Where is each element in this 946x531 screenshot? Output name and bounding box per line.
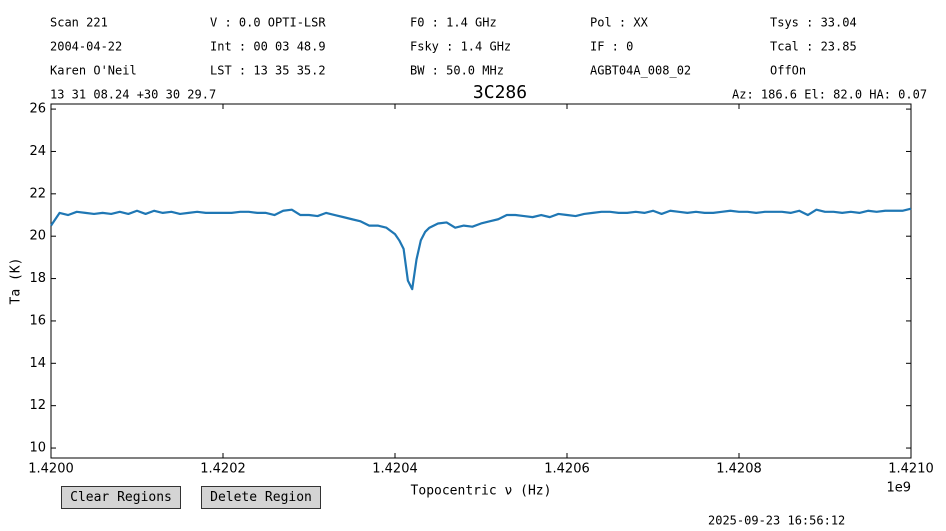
x-tick-label: 1.4204 — [372, 462, 418, 477]
timestamp: 2025-09-23 16:56:12 — [708, 514, 845, 528]
header-field: Scan 221 — [50, 16, 108, 30]
header-field: OffOn — [770, 64, 806, 78]
clear-regions-button[interactable]: Clear Regions — [61, 486, 181, 509]
x-tick-label: 1.4200 — [28, 462, 74, 477]
y-tick-label: 26 — [29, 102, 46, 117]
header-field: Pol : XX — [590, 16, 649, 30]
y-tick-label: 22 — [29, 186, 46, 201]
y-tick-label: 10 — [29, 441, 46, 456]
chart-title: 3C286 — [473, 82, 527, 103]
source-position: 13 31 08.24 +30 30 29.7 — [50, 88, 216, 102]
x-tick-label: 1.4208 — [716, 462, 762, 477]
y-tick-label: 24 — [29, 144, 46, 159]
x-tick-label: 1.4210 — [888, 462, 934, 477]
header-field: BW : 50.0 MHz — [410, 64, 504, 78]
y-tick-label: 14 — [29, 356, 46, 371]
x-tick-label: 1.4202 — [200, 462, 246, 477]
header-field: Karen O'Neil — [50, 64, 137, 78]
header-field: 2004-04-22 — [50, 40, 122, 54]
header-field: LST : 13 35 35.2 — [210, 64, 326, 78]
header-field: Fsky : 1.4 GHz — [410, 40, 511, 54]
header-field: V : 0.0 OPTI-LSR — [210, 16, 326, 30]
y-tick-label: 18 — [29, 271, 46, 286]
y-axis-label: Ta (K) — [9, 258, 24, 305]
x-axis-label: Topocentric ν (Hz) — [411, 484, 552, 499]
y-tick-label: 12 — [29, 398, 46, 413]
header-field: AGBT04A_008_02 — [590, 64, 691, 78]
x-offset-label: 1e9 — [886, 481, 911, 496]
delete-region-button[interactable]: Delete Region — [201, 486, 321, 509]
header-field: Tcal : 23.85 — [770, 40, 857, 54]
y-tick-label: 16 — [29, 313, 46, 328]
pointing: Az: 186.6 El: 82.0 HA: 0.07 — [732, 88, 927, 102]
header-field: Int : 00 03 48.9 — [210, 40, 326, 54]
x-tick-label: 1.4206 — [544, 462, 590, 477]
y-tick-label: 20 — [29, 229, 46, 244]
header-field: F0 : 1.4 GHz — [410, 16, 497, 30]
plot-frame — [50, 103, 912, 459]
spectrum-line — [50, 207, 912, 291]
header-field: IF : 0 — [590, 40, 633, 54]
header-field: Tsys : 33.04 — [770, 16, 857, 30]
